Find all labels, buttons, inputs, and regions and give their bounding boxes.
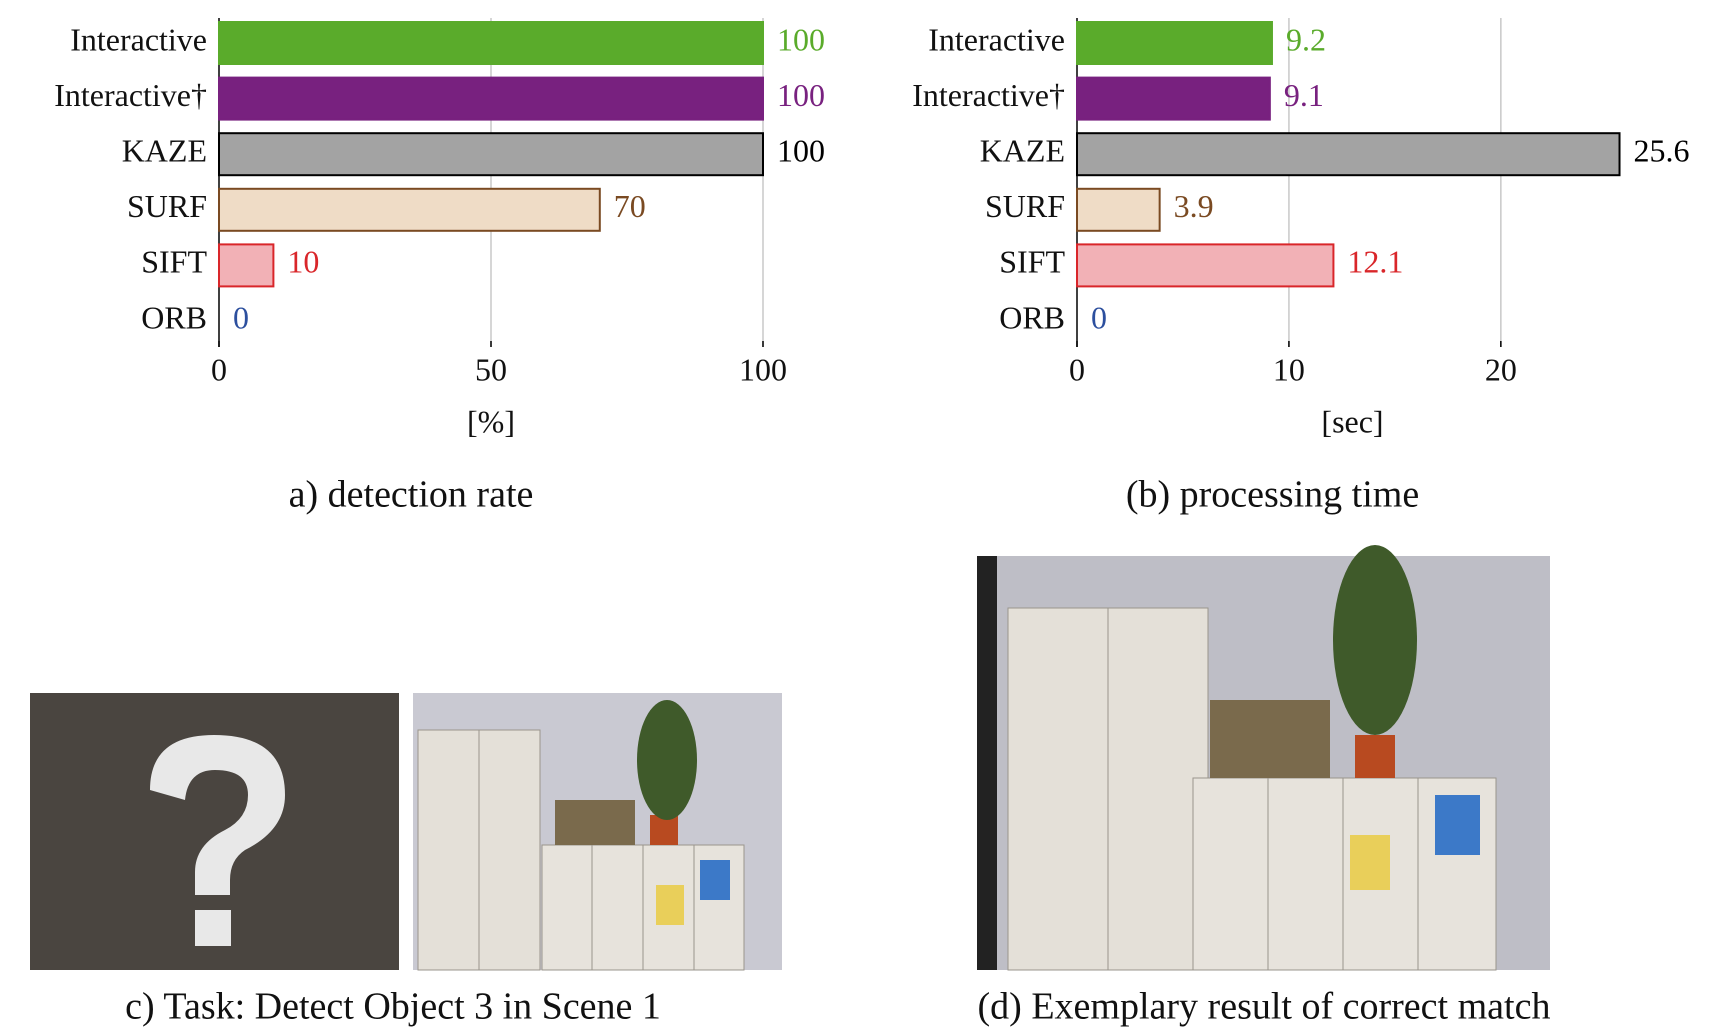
value-label: 10 [287, 244, 319, 280]
bar [218, 76, 764, 121]
x-tick-label: 20 [1485, 351, 1517, 387]
y-tick-label: SIFT [999, 244, 1065, 280]
value-label: 3.9 [1174, 188, 1214, 224]
chart-caption: a) detection rate [289, 474, 534, 516]
bar [1076, 132, 1621, 177]
value-label: 100 [777, 133, 825, 169]
y-tick-label: SIFT [141, 244, 207, 280]
y-tick-label: SURF [985, 188, 1065, 224]
x-axis-label: [%] [467, 403, 515, 439]
bar [1076, 187, 1161, 232]
chart-caption: (b) processing time [1126, 474, 1419, 516]
y-tick-label: SURF [127, 188, 207, 224]
value-label: 9.2 [1286, 21, 1326, 57]
result-photo [977, 545, 1550, 971]
y-tick-label: Interactive† [54, 77, 207, 113]
value-label: 100 [777, 21, 825, 57]
x-tick-label: 50 [475, 351, 507, 387]
object-photo [30, 693, 399, 970]
bar [218, 132, 764, 177]
bar [218, 21, 764, 65]
x-tick-label: 10 [1273, 351, 1305, 387]
x-tick-label: 100 [739, 351, 787, 387]
value-label: 100 [777, 77, 825, 113]
value-label: 9.1 [1284, 77, 1324, 113]
y-tick-label: Interactive [70, 21, 207, 57]
value-label: 0 [233, 299, 249, 335]
panel-caption: (d) Exemplary result of correct match [978, 986, 1551, 1028]
value-label: 25.6 [1634, 133, 1690, 169]
bar [218, 243, 275, 288]
value-label: 0 [1091, 299, 1107, 335]
y-tick-label: KAZE [122, 133, 207, 169]
y-tick-label: Interactive† [912, 77, 1065, 113]
bar [1076, 243, 1335, 288]
y-tick-label: ORB [141, 299, 207, 335]
value-label: 70 [614, 188, 646, 224]
x-tick-label: 0 [1069, 351, 1085, 387]
y-tick-label: ORB [999, 299, 1065, 335]
panel-caption: c) Task: Detect Object 3 in Scene 1 [125, 986, 661, 1028]
y-tick-label: KAZE [980, 133, 1065, 169]
scene-photo [413, 693, 782, 971]
x-tick-label: 0 [211, 351, 227, 387]
y-tick-label: Interactive [928, 21, 1065, 57]
bar [1076, 21, 1273, 65]
x-axis-label: [sec] [1321, 403, 1383, 439]
bar [1076, 76, 1271, 121]
bar [218, 187, 601, 232]
value-label: 12.1 [1347, 244, 1403, 280]
